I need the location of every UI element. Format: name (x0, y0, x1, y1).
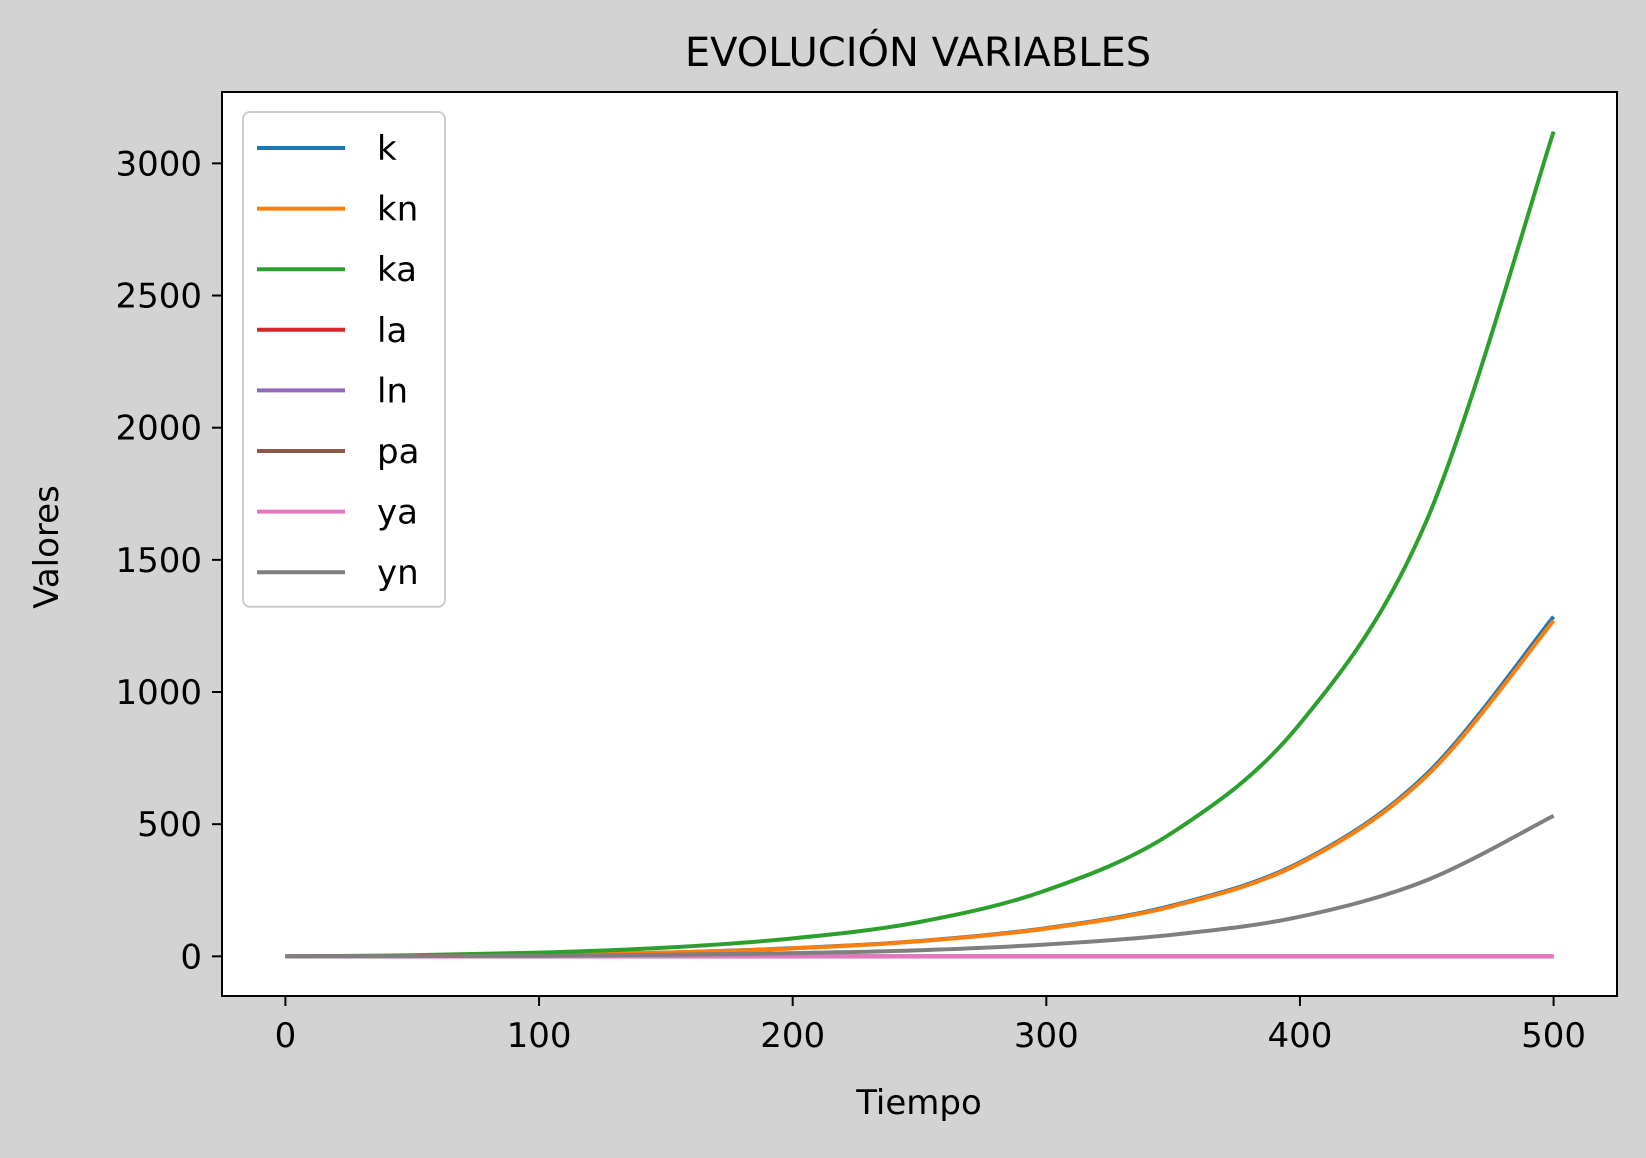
y-tick-label: 1500 (115, 541, 202, 581)
series-line-ka (285, 131, 1556, 959)
legend-label-ka: ka (377, 250, 417, 290)
y-tick-label: 2000 (115, 409, 202, 449)
x-axis: 0 100 200 300 400 500 (275, 996, 1586, 1056)
y-tick-label: 500 (137, 805, 202, 845)
legend-box (242, 111, 446, 608)
legend: k kn ka la ln pa ya yn (242, 111, 446, 608)
plot-area (222, 92, 1617, 996)
x-tick-label: 300 (1014, 1016, 1079, 1056)
legend-label-ya: ya (377, 493, 418, 533)
legend-label-k: k (377, 129, 397, 169)
series-layer (285, 131, 1556, 959)
y-axis: 0 500 1000 1500 2000 2500 3000 (115, 144, 222, 977)
legend-label-la: la (377, 311, 407, 351)
y-tick-label: 2500 (115, 277, 202, 317)
y-tick-label: 3000 (115, 144, 202, 184)
legend-label-yn: yn (377, 553, 419, 593)
x-tick-label: 0 (275, 1016, 297, 1056)
legend-label-kn: kn (377, 190, 418, 230)
x-axis-label: Tiempo (855, 1083, 982, 1123)
y-tick-label: 1000 (115, 673, 202, 713)
y-tick-label: 0 (180, 937, 202, 977)
legend-label-pa: pa (377, 432, 419, 472)
x-tick-label: 100 (507, 1016, 572, 1056)
x-tick-label: 400 (1268, 1016, 1333, 1056)
series-line-yn (285, 813, 1555, 959)
x-tick-label: 200 (760, 1016, 825, 1056)
x-tick-label: 500 (1521, 1016, 1586, 1056)
plot-frame (221, 91, 1618, 997)
legend-label-ln: ln (377, 371, 408, 411)
y-axis-label: Valores (27, 485, 67, 609)
chart-title: EVOLUCIÓN VARIABLES (685, 28, 1151, 76)
